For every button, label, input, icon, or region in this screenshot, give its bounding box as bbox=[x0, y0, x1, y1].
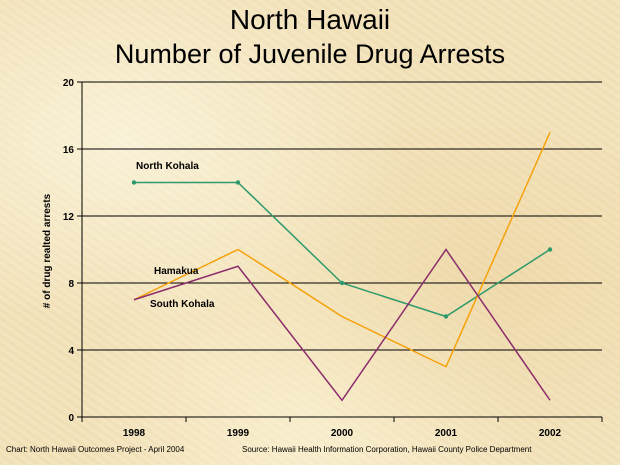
y-tick-label-16: 16 bbox=[63, 145, 75, 156]
y-axis-label: # of drug realted arrests bbox=[42, 193, 53, 308]
chart-source: Source: Hawaii Health Information Corpor… bbox=[242, 445, 532, 454]
x-tick-labels: 1998 1999 2000 2001 2002 bbox=[123, 428, 562, 439]
series-label-south-kohala: South Kohala bbox=[150, 299, 215, 310]
y-tick-label-4: 4 bbox=[68, 346, 74, 357]
gridlines bbox=[82, 81, 602, 351]
y-tick-label-12: 12 bbox=[63, 212, 75, 223]
series-lines bbox=[131, 131, 553, 402]
chart-title-line-1: North Hawaii bbox=[229, 4, 391, 35]
point-north-kohala-1999 bbox=[235, 180, 241, 185]
y-tick-label-8: 8 bbox=[68, 279, 74, 290]
axes bbox=[77, 81, 603, 422]
point-north-kohala-2002 bbox=[547, 247, 553, 252]
series-labels: North Kohala Hamakua South Kohala bbox=[136, 161, 215, 310]
y-tick-label-0: 0 bbox=[68, 413, 74, 424]
point-north-kohala-2001 bbox=[443, 314, 449, 319]
series-line-hamakua bbox=[133, 131, 551, 368]
y-tick-labels: 0 4 8 12 16 20 bbox=[63, 78, 75, 424]
x-tick-label-1999: 1999 bbox=[227, 428, 250, 439]
x-tick-label-1998: 1998 bbox=[123, 428, 146, 439]
series-line-north-kohala bbox=[134, 181, 551, 318]
point-north-kohala-1998 bbox=[131, 180, 137, 185]
x-tick-label-2001: 2001 bbox=[435, 428, 458, 439]
series-label-hamakua: Hamakua bbox=[154, 266, 199, 277]
point-north-kohala-2000 bbox=[339, 280, 345, 286]
x-tick-label-2002: 2002 bbox=[539, 428, 562, 439]
chart-title-line-2: Number of Juvenile Drug Arrests bbox=[114, 39, 506, 69]
y-tick-label-20: 20 bbox=[63, 78, 75, 89]
series-label-north-kohala: North Kohala bbox=[136, 161, 199, 172]
x-tick-label-2000: 2000 bbox=[331, 428, 354, 439]
series-line-south-kohala bbox=[133, 248, 551, 402]
chart-credit: Chart: North Hawaii Outcomes Project - A… bbox=[6, 445, 185, 454]
